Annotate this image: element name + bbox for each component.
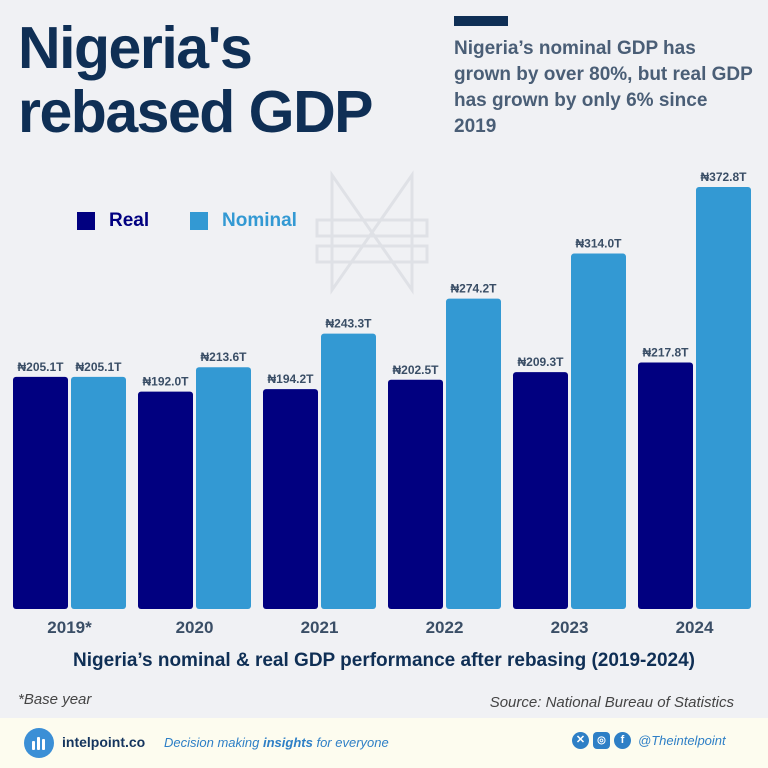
tagline-bold: insights bbox=[263, 735, 313, 750]
legend-label: Nominal bbox=[222, 210, 297, 231]
legend-item-nominal: Nominal bbox=[190, 210, 297, 232]
data-label: ₦209.3T bbox=[517, 355, 564, 369]
data-label: ₦205.1T bbox=[75, 360, 122, 374]
data-label: ₦243.3T bbox=[325, 317, 372, 331]
brand-name[interactable]: intelpoint.co bbox=[62, 734, 146, 750]
naira-watermark-icon bbox=[315, 170, 429, 295]
data-label: ₦213.6T bbox=[200, 350, 247, 364]
accent-bar bbox=[454, 16, 508, 26]
source-note: Source: National Bureau of Statistics bbox=[489, 694, 734, 711]
page-title: Nigeria's rebased GDP bbox=[18, 15, 374, 145]
x-tick-label: 2024 bbox=[676, 618, 714, 637]
x-icon[interactable]: ✕ bbox=[572, 732, 589, 749]
data-label: ₦217.8T bbox=[642, 345, 689, 359]
subtitle: Nigeria’s nominal GDP has grown by over … bbox=[454, 38, 753, 137]
social-handle[interactable]: @Theintelpoint bbox=[638, 733, 726, 748]
data-label: ₦194.2T bbox=[267, 372, 314, 386]
bar-nominal-2022 bbox=[446, 298, 501, 609]
tagline: Decision making insights for everyone bbox=[164, 735, 389, 750]
bar-real-2023 bbox=[513, 372, 568, 609]
x-tick-label: 2020 bbox=[176, 618, 214, 637]
bar-real-2021 bbox=[263, 389, 318, 609]
bar-real-2020 bbox=[138, 391, 193, 609]
data-label: ₦202.5T bbox=[392, 363, 439, 377]
data-label: ₦274.2T bbox=[450, 282, 497, 296]
bar-nominal-2019 bbox=[71, 376, 126, 609]
data-label: ₦192.0T bbox=[142, 375, 189, 389]
tagline-pre: Decision making bbox=[164, 735, 263, 750]
legend-item-real: Real bbox=[77, 210, 149, 232]
bar-nominal-2023 bbox=[571, 253, 626, 609]
legend-swatch bbox=[77, 212, 95, 230]
bar-real-2024 bbox=[638, 362, 693, 609]
bar-real-2022 bbox=[388, 379, 443, 609]
base-year-note: *Base year bbox=[18, 691, 92, 708]
x-tick-label: 2019* bbox=[47, 618, 92, 637]
data-label: ₦372.8T bbox=[700, 170, 747, 184]
legend-swatch bbox=[190, 212, 208, 230]
facebook-icon[interactable]: f bbox=[614, 732, 631, 749]
social-links: ✕ ◎ f @Theintelpoint bbox=[572, 732, 726, 749]
bar-nominal-2020 bbox=[196, 367, 251, 609]
data-label: ₦314.0T bbox=[575, 237, 622, 251]
chart-caption: Nigeria’s nominal & real GDP performance… bbox=[73, 650, 695, 671]
bar-real-2019 bbox=[13, 376, 68, 609]
legend-label: Real bbox=[109, 210, 150, 231]
x-tick-label: 2023 bbox=[551, 618, 589, 637]
bar-nominal-2024 bbox=[696, 187, 751, 609]
bar-chart: ₦205.1T ₦205.1T 2019* ₦192.0T ₦213.6T 2020 ₦19… bbox=[13, 170, 751, 637]
page-title-line1: Nigeria's bbox=[18, 15, 253, 81]
bar-nominal-2021 bbox=[321, 333, 376, 609]
instagram-icon[interactable]: ◎ bbox=[593, 732, 610, 749]
footer: intelpoint.co Decision making insights f… bbox=[0, 718, 768, 768]
x-tick-label: 2021 bbox=[301, 618, 339, 637]
data-label: ₦205.1T bbox=[17, 360, 64, 374]
x-tick-label: 2022 bbox=[426, 618, 464, 637]
page-title-line2: rebased GDP bbox=[18, 79, 374, 145]
intelpoint-logo-icon bbox=[24, 728, 54, 758]
tagline-post: for everyone bbox=[312, 735, 389, 750]
